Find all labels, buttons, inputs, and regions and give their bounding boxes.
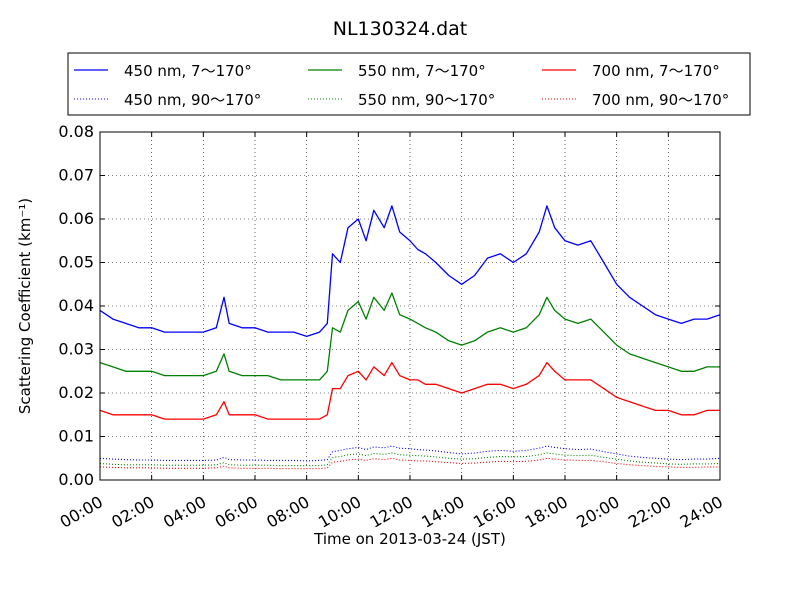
y-tick-label: 0.01 <box>58 427 94 446</box>
y-tick-label: 0.03 <box>58 340 94 359</box>
x-tick-label: 10:00 <box>315 492 364 532</box>
y-axis-label: Scattering Coefficient (km⁻¹) <box>16 198 34 414</box>
series-layer <box>99 205 721 470</box>
series-line-5 <box>99 361 720 420</box>
series-line-1 <box>99 205 721 338</box>
series-line-2 <box>99 445 721 462</box>
y-tick-label: 0.08 <box>58 122 94 141</box>
y-tick-label: 0.05 <box>58 253 94 272</box>
legend-label: 700 nm, 7～170° <box>592 62 720 80</box>
series-line-3 <box>99 292 720 381</box>
x-tick-label: 00:00 <box>57 492 106 532</box>
x-tick-label: 12:00 <box>367 492 416 532</box>
y-tick-label: 0.00 <box>58 470 94 489</box>
x-tick-label: 02:00 <box>108 492 157 532</box>
y-tick-label: 0.04 <box>58 296 94 315</box>
x-tick-label: 16:00 <box>470 492 519 532</box>
legend-box <box>67 52 751 116</box>
y-tick-label: 0.07 <box>58 166 94 185</box>
grid-layer <box>100 132 720 480</box>
series-line-6 <box>99 457 720 470</box>
x-axis-label: Time on 2013-03-24 (JST) <box>313 530 506 548</box>
legend-label: 450 nm, 7～170° <box>124 62 252 80</box>
legend-label: 700 nm, 90～170° <box>592 91 729 109</box>
y-tick-label: 0.06 <box>58 209 94 228</box>
x-tick-label: 22:00 <box>625 492 674 532</box>
tick-layer: 00:00 02:00 04:00 06:00 08:00 10:00 12:00 14:00… <box>57 122 726 532</box>
x-tick-label: 14:00 <box>418 492 467 532</box>
x-tick-label: 04:00 <box>160 492 209 532</box>
x-tick-label: 20:00 <box>573 492 622 532</box>
x-tick-label: 18:00 <box>522 492 571 532</box>
chart-title: NL130324.dat <box>332 18 468 40</box>
legend-label: 550 nm, 90～170° <box>358 91 495 109</box>
y-tick-label: 0.02 <box>58 383 94 402</box>
x-tick-label: 24:00 <box>677 492 726 532</box>
legend-label: 450 nm, 90～170° <box>124 91 261 109</box>
series-line-4 <box>99 452 721 467</box>
legend-label: 550 nm, 7～170° <box>358 62 486 80</box>
x-tick-label: 08:00 <box>263 492 312 532</box>
x-tick-label: 06:00 <box>212 492 261 532</box>
legend: 450 nm, 7～170° 450 nm, 90～170° 550 nm, 7～1… <box>67 52 751 116</box>
